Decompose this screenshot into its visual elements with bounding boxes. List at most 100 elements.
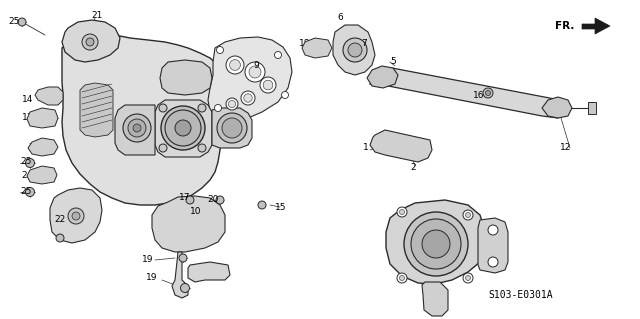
Text: 24: 24 [21, 172, 33, 181]
Circle shape [551, 101, 565, 115]
Polygon shape [302, 38, 332, 58]
Circle shape [244, 94, 252, 102]
Text: 1: 1 [363, 144, 369, 152]
Text: 14: 14 [22, 95, 34, 105]
Text: 25: 25 [20, 188, 32, 197]
Circle shape [214, 105, 221, 112]
Text: S103-E0301A: S103-E0301A [488, 290, 552, 300]
Polygon shape [62, 33, 222, 205]
Text: 17: 17 [179, 194, 191, 203]
Text: 5: 5 [390, 57, 396, 66]
Text: 25: 25 [20, 157, 32, 166]
Polygon shape [333, 25, 375, 75]
Circle shape [401, 143, 415, 157]
Circle shape [377, 71, 389, 83]
Circle shape [26, 188, 35, 197]
Polygon shape [478, 218, 508, 273]
Circle shape [45, 91, 55, 101]
Circle shape [198, 72, 202, 78]
Polygon shape [155, 100, 212, 157]
Circle shape [463, 273, 473, 283]
Circle shape [198, 104, 206, 112]
Circle shape [245, 62, 265, 82]
Circle shape [263, 80, 273, 90]
Text: 25: 25 [8, 18, 20, 26]
Circle shape [38, 171, 48, 181]
Circle shape [226, 56, 244, 74]
Circle shape [72, 212, 80, 220]
Circle shape [258, 201, 266, 209]
Circle shape [38, 143, 48, 153]
Circle shape [399, 210, 404, 214]
Polygon shape [542, 97, 572, 118]
Circle shape [133, 124, 141, 132]
Circle shape [180, 284, 189, 293]
Polygon shape [212, 108, 252, 148]
Circle shape [128, 119, 146, 137]
Circle shape [422, 230, 450, 258]
Circle shape [554, 105, 561, 112]
Polygon shape [160, 60, 212, 95]
Polygon shape [582, 18, 610, 34]
Text: FR.: FR. [555, 21, 574, 31]
Circle shape [343, 38, 367, 62]
Circle shape [241, 91, 255, 105]
Circle shape [86, 38, 94, 46]
Circle shape [182, 70, 188, 75]
Text: 13: 13 [378, 136, 390, 145]
Polygon shape [62, 20, 120, 62]
Circle shape [165, 110, 201, 146]
Polygon shape [188, 262, 230, 282]
Text: 12: 12 [560, 144, 572, 152]
Circle shape [159, 144, 167, 152]
Circle shape [26, 159, 35, 167]
Circle shape [488, 257, 498, 267]
Text: 19: 19 [142, 255, 154, 263]
Polygon shape [370, 130, 432, 162]
Circle shape [386, 142, 394, 150]
Circle shape [226, 98, 238, 110]
Circle shape [168, 72, 173, 78]
Text: 10: 10 [190, 206, 202, 216]
Text: 18: 18 [300, 39, 311, 48]
Polygon shape [28, 138, 58, 156]
Text: 16: 16 [473, 92, 484, 100]
Circle shape [68, 208, 84, 224]
Circle shape [228, 100, 236, 108]
Polygon shape [367, 66, 398, 88]
Circle shape [282, 92, 289, 99]
Circle shape [175, 120, 191, 136]
Circle shape [404, 212, 468, 276]
Circle shape [463, 210, 473, 220]
Text: 9: 9 [253, 62, 259, 70]
Circle shape [411, 219, 461, 269]
Text: 3: 3 [394, 144, 400, 152]
Circle shape [348, 43, 362, 57]
Circle shape [216, 196, 224, 204]
Text: 8: 8 [169, 63, 175, 72]
Polygon shape [588, 102, 596, 114]
Circle shape [404, 146, 412, 153]
Polygon shape [115, 105, 155, 155]
Polygon shape [422, 282, 448, 316]
Circle shape [483, 88, 493, 98]
Circle shape [465, 276, 470, 280]
Text: 23: 23 [28, 144, 40, 152]
Circle shape [123, 114, 151, 142]
Circle shape [397, 207, 407, 217]
Circle shape [275, 51, 282, 58]
Text: 21: 21 [92, 11, 102, 20]
Circle shape [222, 118, 242, 138]
Circle shape [382, 138, 398, 154]
Circle shape [56, 234, 64, 242]
Text: 6: 6 [337, 13, 343, 23]
Circle shape [465, 212, 470, 218]
Polygon shape [80, 83, 113, 137]
Text: 2: 2 [410, 164, 416, 173]
Circle shape [161, 106, 205, 150]
Text: 20: 20 [207, 196, 219, 204]
Circle shape [165, 70, 175, 80]
Text: 11: 11 [22, 114, 34, 122]
Circle shape [195, 70, 205, 80]
Text: 4: 4 [368, 79, 374, 88]
